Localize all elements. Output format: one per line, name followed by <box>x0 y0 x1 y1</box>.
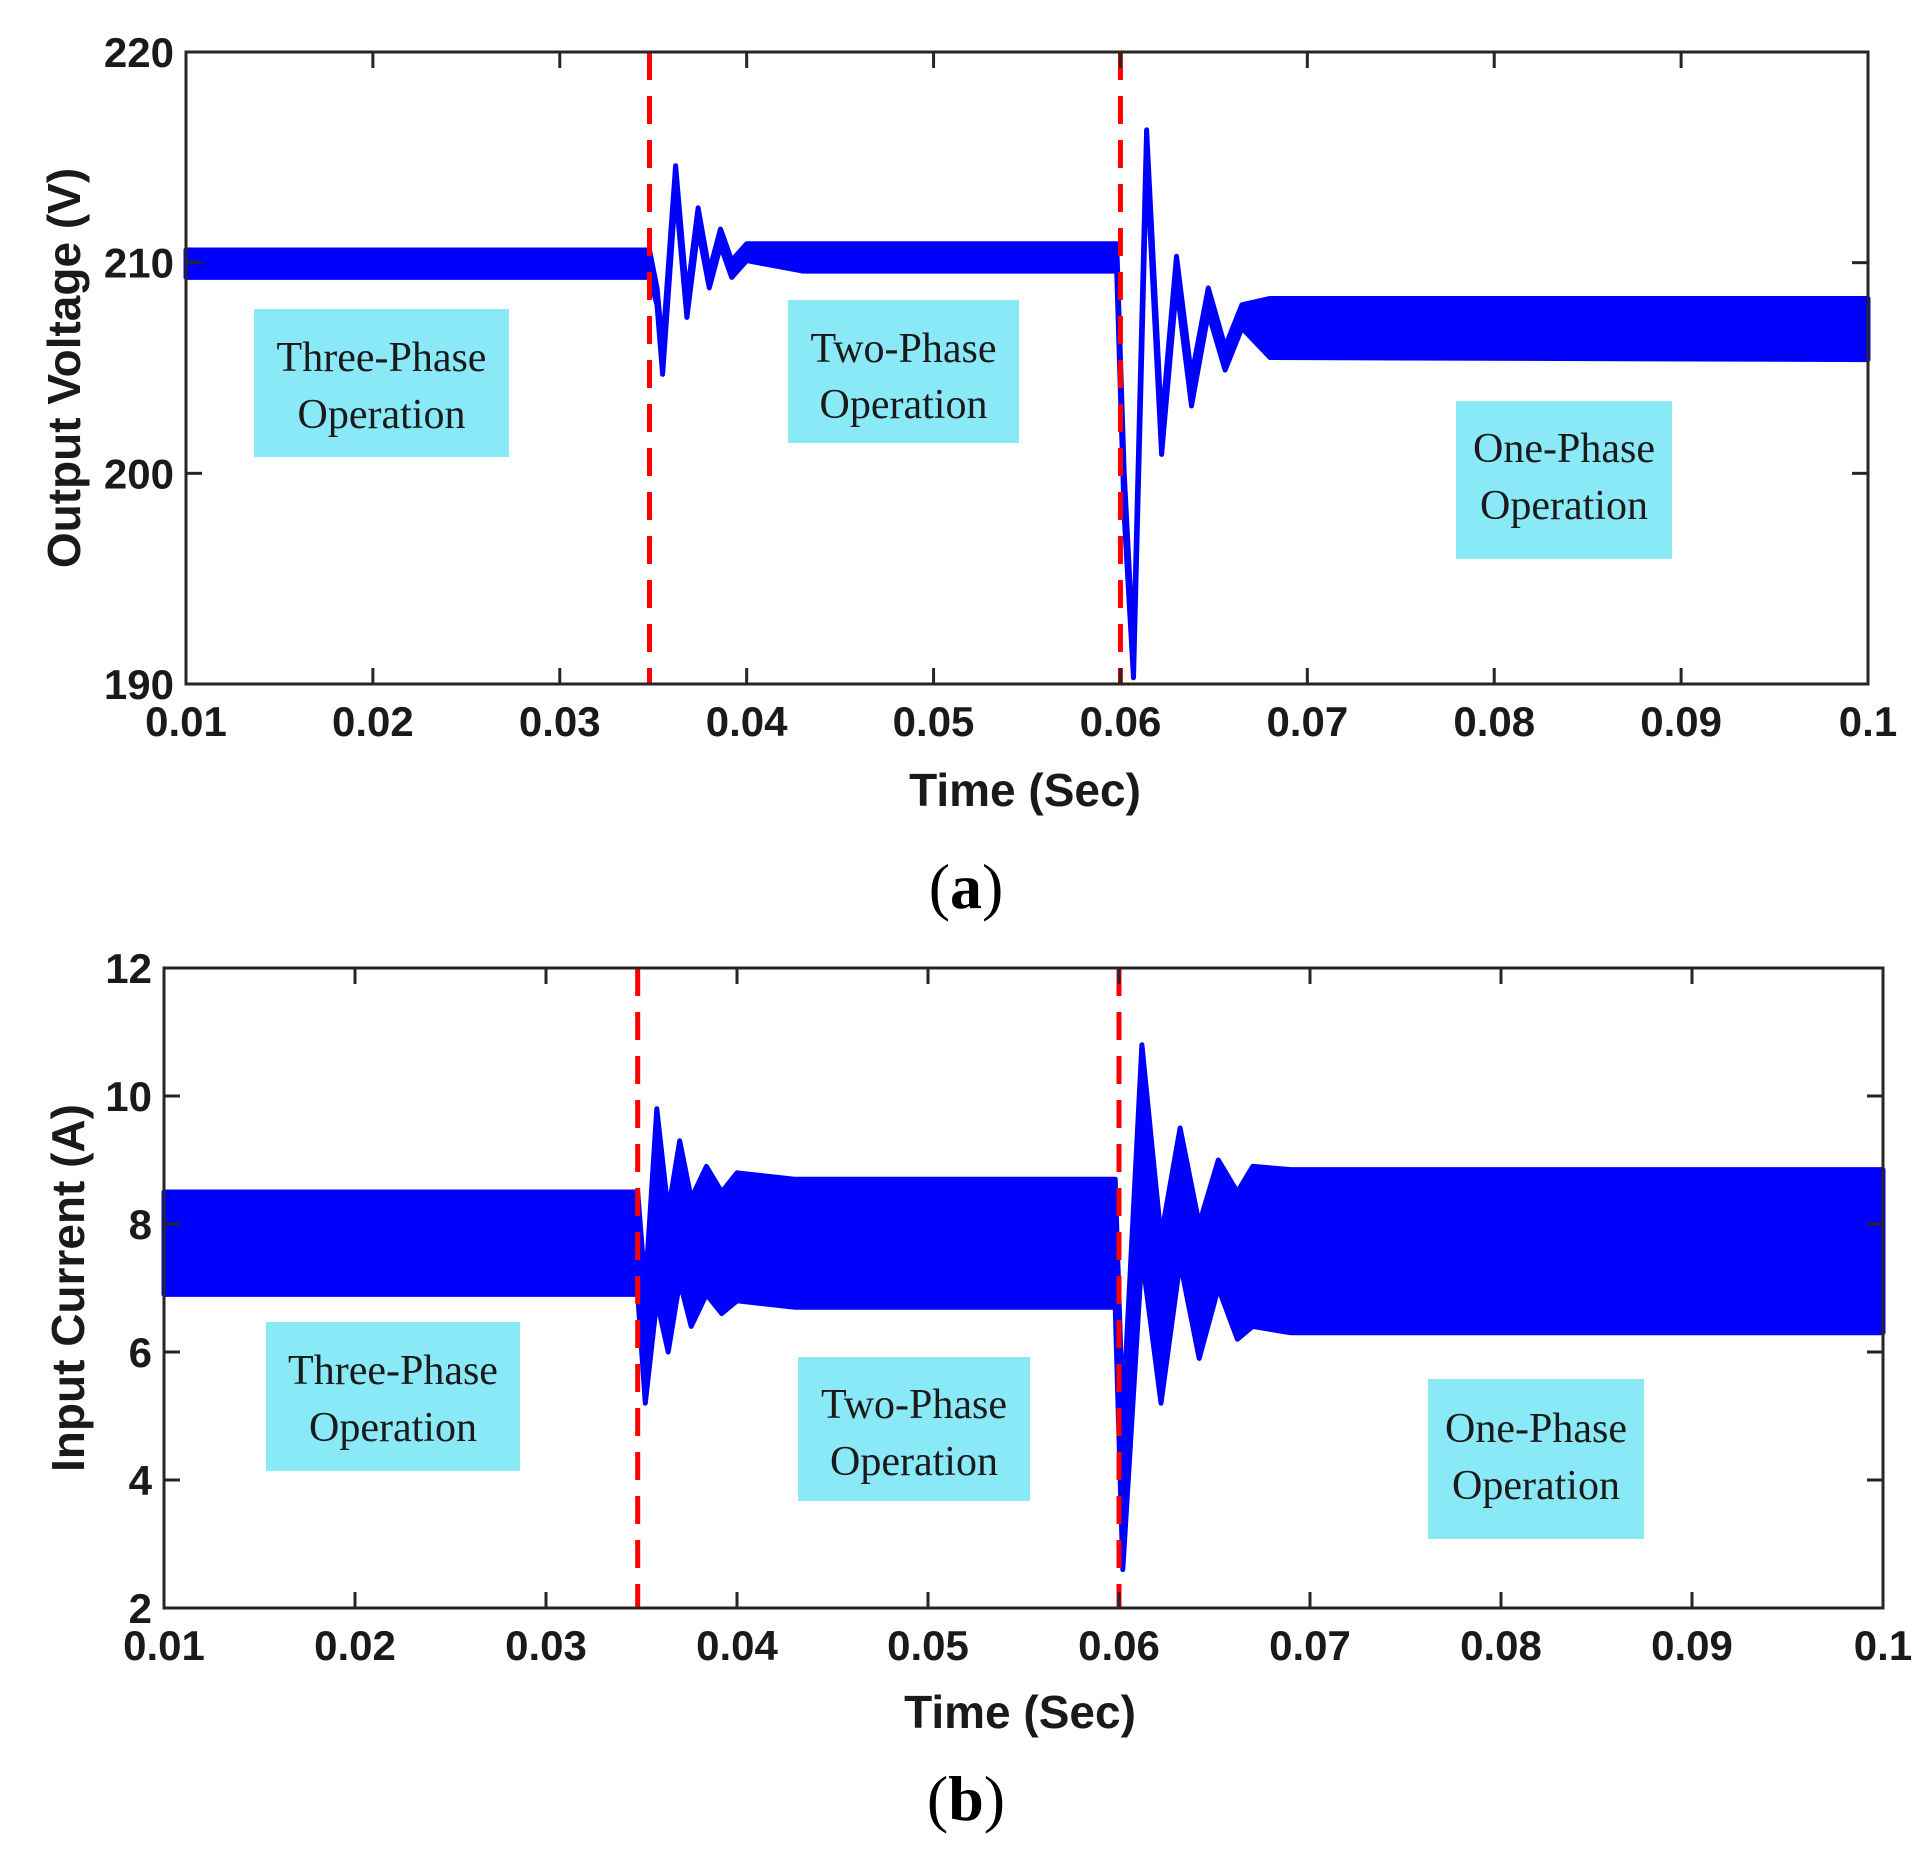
x-tick-label: 0.02 <box>332 698 414 745</box>
x-tick-label: 0.06 <box>1080 698 1162 745</box>
annotation-box <box>1456 401 1672 559</box>
annotation-box <box>1428 1379 1644 1539</box>
panel-b-y-axis-title: Input Current (A) <box>42 1104 94 1472</box>
x-tick-label: 0.08 <box>1460 1622 1542 1669</box>
annotation-line-1: Two-Phase <box>810 326 996 372</box>
annotation-line-1: Three-Phase <box>288 1348 498 1394</box>
panel-a-axes-frame <box>184 50 1870 686</box>
y-tick-label: 6 <box>129 1329 152 1376</box>
x-tick-label: 0.08 <box>1453 698 1535 745</box>
caption-letter: b <box>948 1763 984 1834</box>
panel-a-annotation-three-phase: Three-Phase Operation <box>254 309 509 457</box>
annotation-line-1: One-Phase <box>1445 1406 1627 1452</box>
annotation-line-2: Operation <box>298 392 466 438</box>
annotation-box <box>788 300 1019 443</box>
y-tick-label: 200 <box>104 450 174 497</box>
y-tick-label: 2 <box>129 1585 152 1632</box>
y-tick-label: 8 <box>129 1201 152 1248</box>
panel-a-annotation-one-phase: One-Phase Operation <box>1456 401 1672 559</box>
annotation-line-2: Operation <box>830 1439 998 1485</box>
annotation-box <box>254 309 509 457</box>
annotation-line-1: Three-Phase <box>277 335 487 381</box>
panel-b-axes-frame <box>162 966 1885 1610</box>
caption-letter: a <box>950 851 982 922</box>
y-tick-label: 12 <box>105 945 152 992</box>
panel-a-mode-dividers <box>646 52 1123 684</box>
y-tick-label: 210 <box>104 240 174 287</box>
x-tick-label: 0.09 <box>1651 1622 1733 1669</box>
x-tick-label: 0.02 <box>314 1622 396 1669</box>
panel-a-ticks: 0.01 0.02 0.03 0.04 0.05 0.06 0.07 0.08 0.09 0.1 1… <box>104 29 1897 745</box>
annotation-box <box>798 1357 1030 1501</box>
panel-b-annotation-three-phase: Three-Phase Operation <box>266 1322 520 1471</box>
panel-a-output-voltage: 0.01 0.02 0.03 0.04 0.05 0.06 0.07 0.08 0.09 0.1 1… <box>38 29 1897 922</box>
panel-b-annotation-one-phase: One-Phase Operation <box>1428 1379 1644 1539</box>
panel-b-ticks: 0.01 0.02 0.03 0.04 0.05 0.06 0.07 0.08 0.09 0.1 2… <box>105 945 1912 1669</box>
x-tick-label: 0.01 <box>123 1622 205 1669</box>
x-tick-label: 0.04 <box>706 698 788 745</box>
x-tick-label: 0.1 <box>1839 698 1897 745</box>
y-tick-label: 190 <box>104 661 174 708</box>
annotation-box <box>266 1322 520 1471</box>
annotation-line-1: Two-Phase <box>821 1382 1007 1428</box>
panel-b-annotation-two-phase: Two-Phase Operation <box>798 1357 1030 1501</box>
panel-a-y-axis-title: Output Voltage (V) <box>38 168 90 568</box>
x-tick-label: 0.1 <box>1854 1622 1912 1669</box>
x-tick-label: 0.03 <box>519 698 601 745</box>
x-tick-label: 0.04 <box>696 1622 778 1669</box>
panel-a-x-axis-title: Time (Sec) <box>909 764 1141 816</box>
y-tick-label: 220 <box>104 29 174 76</box>
panel-b-input-current: 0.01 0.02 0.03 0.04 0.05 0.06 0.07 0.08 0.09 0.1 2… <box>42 945 1912 1834</box>
x-tick-label: 0.09 <box>1640 698 1722 745</box>
x-tick-label: 0.06 <box>1078 1622 1160 1669</box>
x-tick-label: 0.05 <box>893 698 975 745</box>
x-tick-label: 0.07 <box>1266 698 1348 745</box>
panel-a-caption: (a) <box>929 851 1004 922</box>
annotation-line-2: Operation <box>1452 1463 1620 1509</box>
annotation-line-1: One-Phase <box>1473 426 1655 472</box>
x-tick-label: 0.05 <box>887 1622 969 1669</box>
panel-b-caption: (b) <box>927 1763 1005 1834</box>
panel-b-x-axis-title: Time (Sec) <box>904 1686 1136 1738</box>
annotation-line-2: Operation <box>820 382 988 428</box>
annotation-line-2: Operation <box>309 1405 477 1451</box>
x-tick-label: 0.01 <box>145 698 227 745</box>
panel-b-mode-dividers <box>635 968 1122 1608</box>
y-tick-label: 4 <box>129 1457 153 1504</box>
x-tick-label: 0.07 <box>1269 1622 1351 1669</box>
x-tick-label: 0.03 <box>505 1622 587 1669</box>
annotation-line-2: Operation <box>1480 483 1648 529</box>
panel-a-annotation-two-phase: Two-Phase Operation <box>788 300 1019 443</box>
y-tick-label: 10 <box>105 1073 152 1120</box>
